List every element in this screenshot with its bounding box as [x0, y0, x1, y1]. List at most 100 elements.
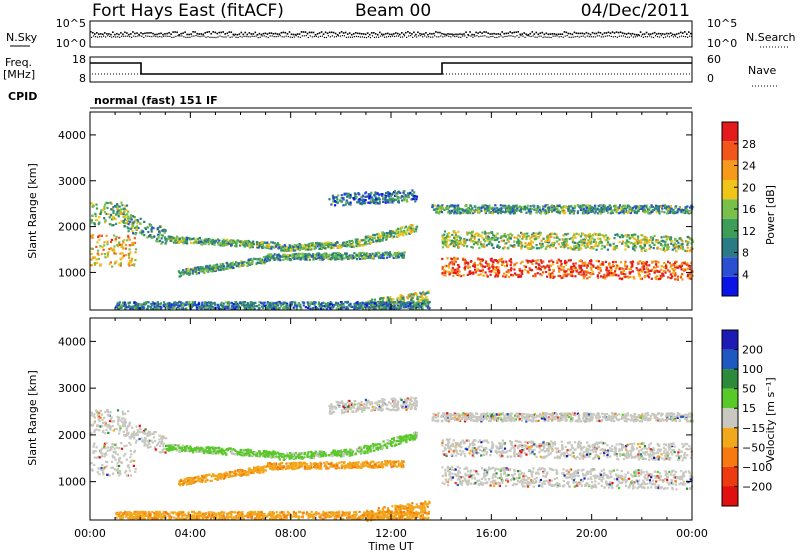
heatmap-cell: [489, 207, 492, 210]
heatmap-cell: [452, 274, 455, 278]
heatmap-cell: [119, 243, 122, 246]
heatmap-cell: [540, 245, 543, 248]
heatmap-cell: [359, 199, 362, 202]
heatmap-cell: [533, 208, 536, 211]
heatmap-cell: [608, 204, 611, 207]
nsearch-point: [291, 36, 293, 38]
heatmap-cell: [249, 258, 253, 262]
heatmap-cell: [463, 267, 466, 270]
heatmap-cell: [540, 239, 543, 242]
nsky-point: [557, 33, 560, 36]
nsearch-point: [171, 36, 173, 38]
heatmap-cell: [342, 244, 345, 247]
heatmap-cell: [239, 260, 243, 263]
heatmap-cell: [181, 236, 184, 239]
heatmap-cell: [372, 233, 375, 236]
nsky-point: [210, 32, 212, 35]
heatmap-cell: [407, 192, 410, 195]
count-tick-left-top: 10^5: [56, 17, 86, 30]
heatmap-cell: [651, 260, 654, 263]
heatmap-cell: [637, 209, 640, 213]
heatmap-cell: [448, 209, 451, 212]
heatmap-cell: [603, 208, 606, 211]
heatmap-cell: [411, 230, 414, 233]
heatmap-cell: [119, 208, 122, 211]
nsearch-point: [648, 35, 651, 37]
heatmap-cell: [431, 205, 434, 208]
heatmap-cell: [640, 239, 643, 242]
heatmap-cell: [261, 260, 264, 263]
power-heatmap-data: [90, 189, 695, 311]
heatmap-cell: [368, 238, 371, 241]
heatmap-cell: [117, 209, 121, 212]
heatmap-cell: [126, 226, 129, 229]
heatmap-cell: [271, 245, 274, 248]
heatmap-cell: [366, 242, 369, 245]
nsky-point: [212, 31, 214, 33]
heatmap-cell: [301, 246, 304, 250]
heatmap-cell: [388, 192, 391, 195]
nsky-point: [290, 33, 293, 36]
heatmap-cell: [369, 202, 372, 205]
heatmap-cell: [310, 242, 313, 245]
heatmap-cell: [401, 252, 404, 255]
heatmap-cell: [626, 211, 629, 214]
heatmap-cell: [547, 204, 550, 208]
heatmap-cell: [335, 242, 338, 245]
heatmap-cell: [225, 266, 228, 269]
heatmap-cell: [676, 278, 679, 281]
heatmap-cell: [480, 234, 483, 237]
heatmap-cell: [444, 244, 447, 247]
heatmap-cell: [371, 201, 374, 204]
nsky-point: [545, 32, 548, 35]
heatmap-cell: [295, 247, 298, 250]
heatmap-cell: [462, 208, 465, 211]
heatmap-cell: [116, 205, 119, 208]
nsky-point: [391, 33, 393, 36]
heatmap-cell: [563, 261, 567, 265]
heatmap-cell: [608, 262, 611, 265]
heatmap-cell: [214, 240, 218, 243]
heatmap-cell: [512, 209, 515, 212]
heatmap-cell: [535, 235, 538, 238]
heatmap-cell: [600, 210, 604, 213]
heatmap-cell: [340, 245, 343, 248]
nsky-point: [304, 31, 307, 33]
heatmap-cell: [676, 275, 680, 278]
heatmap-cell: [618, 204, 622, 207]
heatmap-cell: [479, 262, 482, 265]
heatmap-cell: [553, 232, 556, 235]
nsearch-point: [145, 35, 147, 37]
heatmap-cell: [517, 238, 520, 241]
nsearch-point: [109, 35, 111, 38]
heatmap-cell: [148, 235, 151, 238]
heatmap-cell: [509, 206, 512, 209]
heatmap-cell: [535, 247, 538, 250]
nsky-point: [457, 33, 459, 36]
nsky-point: [543, 33, 546, 36]
heatmap-cell: [116, 207, 119, 210]
heatmap-cell: [451, 267, 454, 270]
heatmap-cell: [529, 260, 532, 263]
heatmap-cell: [95, 207, 99, 210]
nsearch-point: [681, 35, 683, 37]
heatmap-cell: [362, 238, 365, 242]
heatmap-cell: [450, 258, 454, 261]
heatmap-cell: [293, 244, 296, 247]
nsky-point: [381, 33, 383, 35]
heatmap-cell: [569, 270, 573, 274]
nsearch-point: [347, 36, 350, 38]
heatmap-cell: [486, 264, 489, 267]
nsearch-point: [115, 36, 117, 38]
heatmap-cell: [213, 264, 216, 267]
nsky-point: [575, 32, 578, 34]
heatmap-cell: [552, 205, 555, 208]
heatmap-cell: [130, 222, 133, 225]
heatmap-cell: [594, 244, 597, 247]
heatmap-cell: [611, 263, 615, 266]
heatmap-cell: [287, 256, 290, 259]
nsearch-point: [652, 36, 655, 39]
heatmap-cell: [197, 241, 201, 244]
heatmap-cell: [449, 243, 452, 246]
heatmap-cell: [450, 269, 453, 272]
